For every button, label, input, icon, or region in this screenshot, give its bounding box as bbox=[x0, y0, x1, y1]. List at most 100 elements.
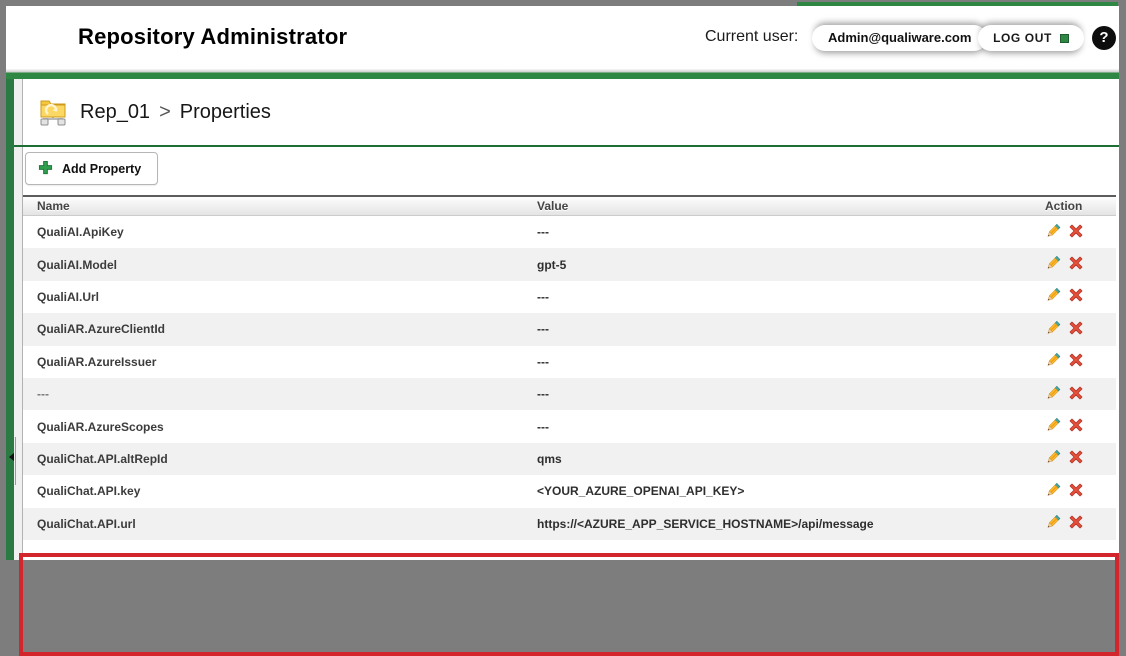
current-user-label: Current user: bbox=[705, 28, 799, 45]
delete-button[interactable] bbox=[1069, 386, 1083, 403]
property-name: QualiAI.ApiKey bbox=[37, 225, 124, 240]
edit-button[interactable] bbox=[1045, 223, 1061, 242]
row-actions bbox=[1045, 475, 1083, 507]
breadcrumb-repository[interactable]: Rep_01 bbox=[80, 100, 151, 123]
property-value: --- bbox=[537, 225, 549, 240]
property-value: qms bbox=[537, 451, 562, 466]
property-name: QualiAI.Model bbox=[37, 257, 118, 272]
breadcrumb-separator: > bbox=[159, 100, 171, 123]
add-property-button[interactable]: Add Property bbox=[25, 152, 159, 185]
property-value: --- bbox=[537, 387, 549, 402]
red-x-icon bbox=[1069, 450, 1083, 467]
splitter-line bbox=[15, 437, 16, 485]
table-row: QualiAI.ApiKey --- bbox=[23, 216, 1116, 249]
logout-button-label: LOG OUT bbox=[993, 31, 1052, 45]
edit-button[interactable] bbox=[1045, 514, 1061, 533]
row-actions bbox=[1045, 410, 1083, 442]
property-name: QualiAR.AzureScopes bbox=[37, 419, 164, 434]
table-row: QualiAR.AzureIssuer --- bbox=[23, 345, 1116, 378]
pencil-icon bbox=[1045, 385, 1061, 404]
delete-button[interactable] bbox=[1069, 450, 1083, 467]
property-name: QualiAR.AzureClientId bbox=[37, 322, 166, 337]
red-x-icon bbox=[1069, 224, 1083, 241]
row-actions bbox=[1045, 378, 1083, 410]
property-name: --- bbox=[37, 387, 49, 402]
table-row: QualiAI.Model gpt-5 bbox=[23, 248, 1116, 281]
column-header-value: Value bbox=[537, 199, 569, 213]
pencil-icon bbox=[1045, 514, 1061, 533]
delete-button[interactable] bbox=[1069, 515, 1083, 532]
red-x-icon bbox=[1069, 515, 1083, 532]
property-value: --- bbox=[537, 419, 549, 434]
property-value: --- bbox=[537, 322, 549, 337]
delete-button[interactable] bbox=[1069, 353, 1083, 370]
row-actions bbox=[1045, 508, 1083, 540]
property-value: --- bbox=[537, 289, 549, 304]
edit-button[interactable] bbox=[1045, 385, 1061, 404]
delete-button[interactable] bbox=[1069, 418, 1083, 435]
breadcrumb: Rep_01 > Properties bbox=[23, 79, 1119, 145]
property-value: https://<AZURE_APP_SERVICE_HOSTNAME>/api… bbox=[537, 516, 874, 531]
property-name: QualiChat.API.key bbox=[37, 484, 141, 499]
left-arrow-icon bbox=[9, 453, 14, 461]
green-square-icon bbox=[1059, 33, 1069, 43]
row-actions bbox=[1045, 346, 1083, 378]
red-x-icon bbox=[1069, 418, 1083, 435]
pencil-icon bbox=[1045, 255, 1061, 274]
red-x-icon bbox=[1069, 483, 1083, 500]
delete-button[interactable] bbox=[1069, 224, 1083, 241]
row-actions bbox=[1045, 281, 1083, 313]
question-mark-icon[interactable]: ? bbox=[1092, 26, 1116, 50]
highlight-annotation-box bbox=[19, 553, 1119, 656]
row-actions bbox=[1045, 313, 1083, 345]
pencil-icon bbox=[1045, 223, 1061, 242]
property-value: <YOUR_AZURE_OPENAI_API_KEY> bbox=[537, 484, 745, 499]
row-actions bbox=[1045, 248, 1083, 280]
red-x-icon bbox=[1069, 386, 1083, 403]
edit-button[interactable] bbox=[1045, 449, 1061, 468]
table-body: QualiAI.ApiKey --- bbox=[23, 216, 1116, 540]
edit-button[interactable] bbox=[1045, 320, 1061, 339]
pencil-icon bbox=[1045, 320, 1061, 339]
pencil-icon bbox=[1045, 287, 1061, 306]
column-header-name: Name bbox=[37, 199, 70, 213]
sidebar-gutter bbox=[14, 79, 23, 560]
delete-button[interactable] bbox=[1069, 288, 1083, 305]
delete-button[interactable] bbox=[1069, 321, 1083, 338]
property-name: QualiChat.API.altRepId bbox=[37, 451, 168, 466]
row-actions bbox=[1045, 443, 1083, 475]
table-header-row: Name Value Action bbox=[23, 195, 1116, 216]
table-row: QualiAR.AzureClientId --- bbox=[23, 313, 1116, 346]
pencil-icon bbox=[1045, 482, 1061, 501]
property-name: QualiChat.API.url bbox=[37, 516, 136, 531]
breadcrumb-page: Properties bbox=[179, 100, 271, 123]
red-x-icon bbox=[1069, 353, 1083, 370]
table-row: QualiAI.Url --- bbox=[23, 280, 1116, 314]
add-property-label: Add Property bbox=[62, 161, 142, 176]
properties-table: Name Value Action QualiAI.ApiKey --- bbox=[19, 195, 1119, 656]
delete-button[interactable] bbox=[1069, 256, 1083, 273]
top-right-accent-strip bbox=[797, 2, 1118, 7]
edit-button[interactable] bbox=[1045, 482, 1061, 501]
row-actions bbox=[1045, 216, 1083, 248]
plus-icon bbox=[38, 160, 53, 178]
table-row: QualiChat.API.altRepId qms bbox=[23, 442, 1116, 476]
property-value: gpt-5 bbox=[537, 257, 567, 272]
table-row: QualiAR.AzureScopes --- bbox=[23, 410, 1116, 443]
property-name: QualiAI.Url bbox=[37, 289, 100, 304]
edit-button[interactable] bbox=[1045, 287, 1061, 306]
delete-button[interactable] bbox=[1069, 483, 1083, 500]
table-row: QualiChat.API.url https://<AZURE_APP_SER… bbox=[23, 507, 1116, 540]
pencil-icon bbox=[1045, 449, 1061, 468]
edit-button[interactable] bbox=[1045, 352, 1061, 371]
red-x-icon bbox=[1069, 321, 1083, 338]
edit-button[interactable] bbox=[1045, 417, 1061, 436]
edit-button[interactable] bbox=[1045, 255, 1061, 274]
red-x-icon bbox=[1069, 288, 1083, 305]
pencil-icon bbox=[1045, 417, 1061, 436]
network-folder-icon bbox=[39, 96, 69, 128]
logout-button[interactable]: LOG OUT bbox=[978, 25, 1084, 51]
property-value: --- bbox=[537, 354, 549, 369]
column-header-action: Action bbox=[1045, 199, 1083, 213]
pencil-icon bbox=[1045, 352, 1061, 371]
